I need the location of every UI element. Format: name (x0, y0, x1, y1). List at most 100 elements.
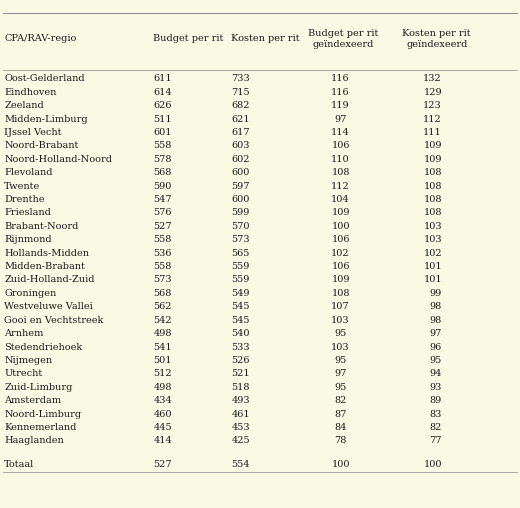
Text: Noord-Holland-Noord: Noord-Holland-Noord (4, 155, 112, 164)
Text: 101: 101 (423, 275, 442, 284)
Text: 568: 568 (153, 289, 172, 298)
Text: 425: 425 (231, 436, 250, 446)
Text: 542: 542 (153, 316, 172, 325)
Text: 97: 97 (334, 115, 347, 123)
Text: 715: 715 (231, 88, 250, 97)
Text: 536: 536 (153, 249, 172, 258)
Text: Eindhoven: Eindhoven (4, 88, 57, 97)
Text: 116: 116 (331, 74, 350, 83)
Text: 112: 112 (423, 115, 442, 123)
Text: Brabant-Noord: Brabant-Noord (4, 222, 79, 231)
Text: 84: 84 (334, 423, 347, 432)
Text: Groningen: Groningen (4, 289, 56, 298)
Text: 96: 96 (430, 342, 442, 352)
Text: Midden-Brabant: Midden-Brabant (4, 262, 85, 271)
Text: 103: 103 (331, 316, 350, 325)
Text: 123: 123 (423, 101, 442, 110)
Text: 107: 107 (331, 302, 350, 311)
Text: 109: 109 (423, 141, 442, 150)
Text: Budget per rit
geïndexeerd: Budget per rit geïndexeerd (308, 29, 379, 49)
Text: 106: 106 (331, 141, 350, 150)
Text: 119: 119 (331, 101, 350, 110)
Text: 501: 501 (153, 356, 172, 365)
Text: 512: 512 (153, 369, 172, 378)
Text: 101: 101 (423, 262, 442, 271)
Text: 558: 558 (153, 235, 172, 244)
Text: 109: 109 (331, 208, 350, 217)
Text: 111: 111 (423, 128, 442, 137)
Text: 114: 114 (331, 128, 350, 137)
Text: 626: 626 (153, 101, 172, 110)
Text: Drenthe: Drenthe (4, 195, 45, 204)
Text: 82: 82 (334, 396, 347, 405)
Text: 100: 100 (331, 222, 350, 231)
Text: Zuid-Limburg: Zuid-Limburg (4, 383, 72, 392)
Text: 600: 600 (231, 168, 250, 177)
Text: 518: 518 (231, 383, 250, 392)
Text: 116: 116 (331, 88, 350, 97)
Text: Midden-Limburg: Midden-Limburg (4, 115, 88, 123)
Text: 562: 562 (153, 302, 172, 311)
Text: Kosten per rit: Kosten per rit (231, 35, 300, 43)
Text: Arnhem: Arnhem (4, 329, 44, 338)
Text: 108: 108 (423, 182, 442, 190)
Text: Amsterdam: Amsterdam (4, 396, 61, 405)
Text: 102: 102 (331, 249, 350, 258)
Text: 100: 100 (331, 460, 350, 469)
Text: 682: 682 (231, 101, 250, 110)
Text: 109: 109 (331, 275, 350, 284)
Text: 108: 108 (331, 168, 350, 177)
Text: 603: 603 (231, 141, 250, 150)
Text: 511: 511 (153, 115, 172, 123)
Text: 733: 733 (231, 74, 250, 83)
Text: 590: 590 (153, 182, 172, 190)
Text: 573: 573 (231, 235, 250, 244)
Text: Zeeland: Zeeland (4, 101, 44, 110)
Text: 554: 554 (231, 460, 250, 469)
Text: 601: 601 (153, 128, 172, 137)
Text: 103: 103 (331, 342, 350, 352)
Text: 573: 573 (153, 275, 172, 284)
Text: Budget per rit: Budget per rit (153, 35, 224, 43)
Text: 545: 545 (231, 302, 250, 311)
Text: 414: 414 (153, 436, 172, 446)
Text: 461: 461 (231, 409, 250, 419)
Text: 108: 108 (331, 289, 350, 298)
Text: 87: 87 (334, 409, 347, 419)
Text: Rijnmond: Rijnmond (4, 235, 52, 244)
Text: 568: 568 (153, 168, 172, 177)
Text: 97: 97 (334, 369, 347, 378)
Text: 541: 541 (153, 342, 172, 352)
Text: 103: 103 (423, 222, 442, 231)
Text: 108: 108 (423, 168, 442, 177)
Text: 597: 597 (231, 182, 250, 190)
Text: 89: 89 (430, 396, 442, 405)
Text: 559: 559 (231, 262, 250, 271)
Text: 602: 602 (231, 155, 250, 164)
Text: 621: 621 (231, 115, 250, 123)
Text: Flevoland: Flevoland (4, 168, 53, 177)
Text: Utrecht: Utrecht (4, 369, 43, 378)
Text: 94: 94 (430, 369, 442, 378)
Text: Gooi en Vechtstreek: Gooi en Vechtstreek (4, 316, 103, 325)
Text: 95: 95 (334, 383, 347, 392)
Text: 93: 93 (430, 383, 442, 392)
Text: 103: 103 (423, 235, 442, 244)
Text: Oost-Gelderland: Oost-Gelderland (4, 74, 85, 83)
Text: 83: 83 (430, 409, 442, 419)
Text: 547: 547 (153, 195, 172, 204)
Text: Zuid-Holland-Zuid: Zuid-Holland-Zuid (4, 275, 95, 284)
Text: 106: 106 (331, 262, 350, 271)
Text: 97: 97 (430, 329, 442, 338)
Text: Nijmegen: Nijmegen (4, 356, 53, 365)
Text: 77: 77 (430, 436, 442, 446)
Text: Twente: Twente (4, 182, 41, 190)
Text: 570: 570 (231, 222, 250, 231)
Text: 498: 498 (153, 329, 172, 338)
Text: 565: 565 (231, 249, 250, 258)
Text: 498: 498 (153, 383, 172, 392)
Text: 460: 460 (153, 409, 172, 419)
Text: Westveluwe Vallei: Westveluwe Vallei (4, 302, 93, 311)
Text: 578: 578 (153, 155, 172, 164)
Text: 112: 112 (331, 182, 350, 190)
